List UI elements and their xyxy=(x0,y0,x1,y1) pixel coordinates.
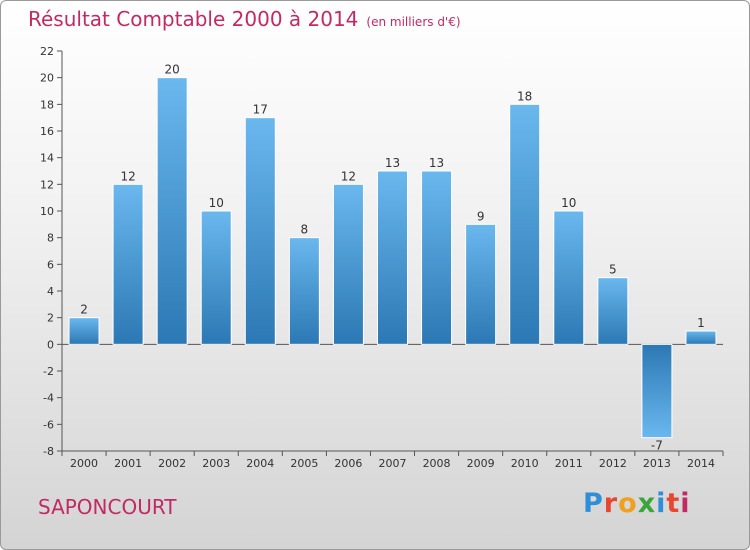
logo-letter: i xyxy=(656,488,667,519)
y-tick-label: 2 xyxy=(47,312,54,325)
data-label-2010: 18 xyxy=(517,89,532,103)
bar-2012 xyxy=(597,277,629,345)
y-tick-label: 22 xyxy=(40,45,54,58)
data-label-2006: 12 xyxy=(341,169,356,183)
data-label-2014: 1 xyxy=(697,316,705,330)
y-tick-label: 14 xyxy=(40,152,54,165)
x-tick-label: 2001 xyxy=(114,457,142,470)
bar-2001 xyxy=(112,183,144,345)
x-tick-label: 2004 xyxy=(246,457,274,470)
x-tick-label: 2007 xyxy=(379,457,407,470)
logo-letter: P xyxy=(583,488,604,519)
location-name: SAPONCOURT xyxy=(38,495,177,519)
bar-2008 xyxy=(421,170,453,345)
x-tick-label: 2013 xyxy=(643,457,671,470)
bars xyxy=(68,77,717,439)
bar-2009 xyxy=(465,223,497,345)
chart-subtitle: (en milliers d'€) xyxy=(366,15,461,29)
x-tick-label: 2014 xyxy=(687,457,715,470)
x-tick-label: 2012 xyxy=(599,457,627,470)
x-tick-label: 2008 xyxy=(423,457,451,470)
x-tick-label: 2011 xyxy=(555,457,583,470)
x-tick-label: 2003 xyxy=(202,457,230,470)
bar-2000 xyxy=(68,317,100,345)
logo-letter: r xyxy=(603,488,619,519)
bar-2014 xyxy=(685,330,717,345)
bar-2007 xyxy=(377,170,408,345)
logo-letter: o xyxy=(618,488,638,519)
chart-title-text: Résultat Comptable 2000 à 2014 xyxy=(28,7,359,31)
bar-2005 xyxy=(288,237,320,345)
data-label-2005: 8 xyxy=(301,223,309,237)
data-label-2008: 13 xyxy=(429,156,444,170)
data-label-2000: 2 xyxy=(80,303,88,317)
data-label-2012: 5 xyxy=(609,263,617,277)
bar-2004 xyxy=(244,117,276,345)
y-tick-label: -4 xyxy=(43,392,54,405)
data-label-2002: 20 xyxy=(165,63,180,77)
logo-letter: i xyxy=(680,488,691,519)
y-tick-label: 20 xyxy=(40,72,54,85)
bar-2010 xyxy=(509,103,541,345)
x-tick-label: 2010 xyxy=(511,457,539,470)
x-tick-label: 2000 xyxy=(70,457,98,470)
bar-2002 xyxy=(156,77,188,345)
y-tick-label: 4 xyxy=(47,285,54,298)
x-tick-label: 2002 xyxy=(158,457,186,470)
y-tick-label: 12 xyxy=(40,178,54,191)
y-tick-label: 16 xyxy=(40,125,54,138)
y-tick-label: -2 xyxy=(43,365,54,378)
y-tick-label: 6 xyxy=(47,258,54,271)
y-tick-label: 8 xyxy=(47,232,54,245)
y-tick-label: -6 xyxy=(43,418,54,431)
y-tick-label: 10 xyxy=(40,205,54,218)
data-labels: 2 12 20 10 17 8 12 13 13 9 18 10 5 -7 1 xyxy=(80,63,705,453)
data-label-2001: 12 xyxy=(120,169,135,183)
y-tick-label: 0 xyxy=(47,338,54,351)
x-tick-label: 2006 xyxy=(334,457,362,470)
data-label-2011: 10 xyxy=(561,196,576,210)
data-label-2007: 13 xyxy=(385,156,400,170)
logo-letter: t xyxy=(666,488,681,519)
data-label-2009: 9 xyxy=(477,209,485,223)
bar-2006 xyxy=(332,183,364,345)
chart-title: Résultat Comptable 2000 à 2014 (en millie… xyxy=(28,7,461,31)
x-tick-label: 2005 xyxy=(290,457,318,470)
proxiti-logo: Proxiti xyxy=(583,488,691,519)
bar-2013 xyxy=(641,343,673,439)
data-label-2003: 10 xyxy=(209,196,224,210)
bar-2011 xyxy=(553,210,585,345)
data-label-2013: -7 xyxy=(651,439,663,453)
y-tick-label: 18 xyxy=(40,98,54,111)
x-tick-label: 2009 xyxy=(467,457,495,470)
y-tick-label: -8 xyxy=(43,445,54,458)
data-label-2004: 17 xyxy=(253,103,268,117)
logo-letter: x xyxy=(637,488,657,519)
bar-2003 xyxy=(200,210,232,345)
